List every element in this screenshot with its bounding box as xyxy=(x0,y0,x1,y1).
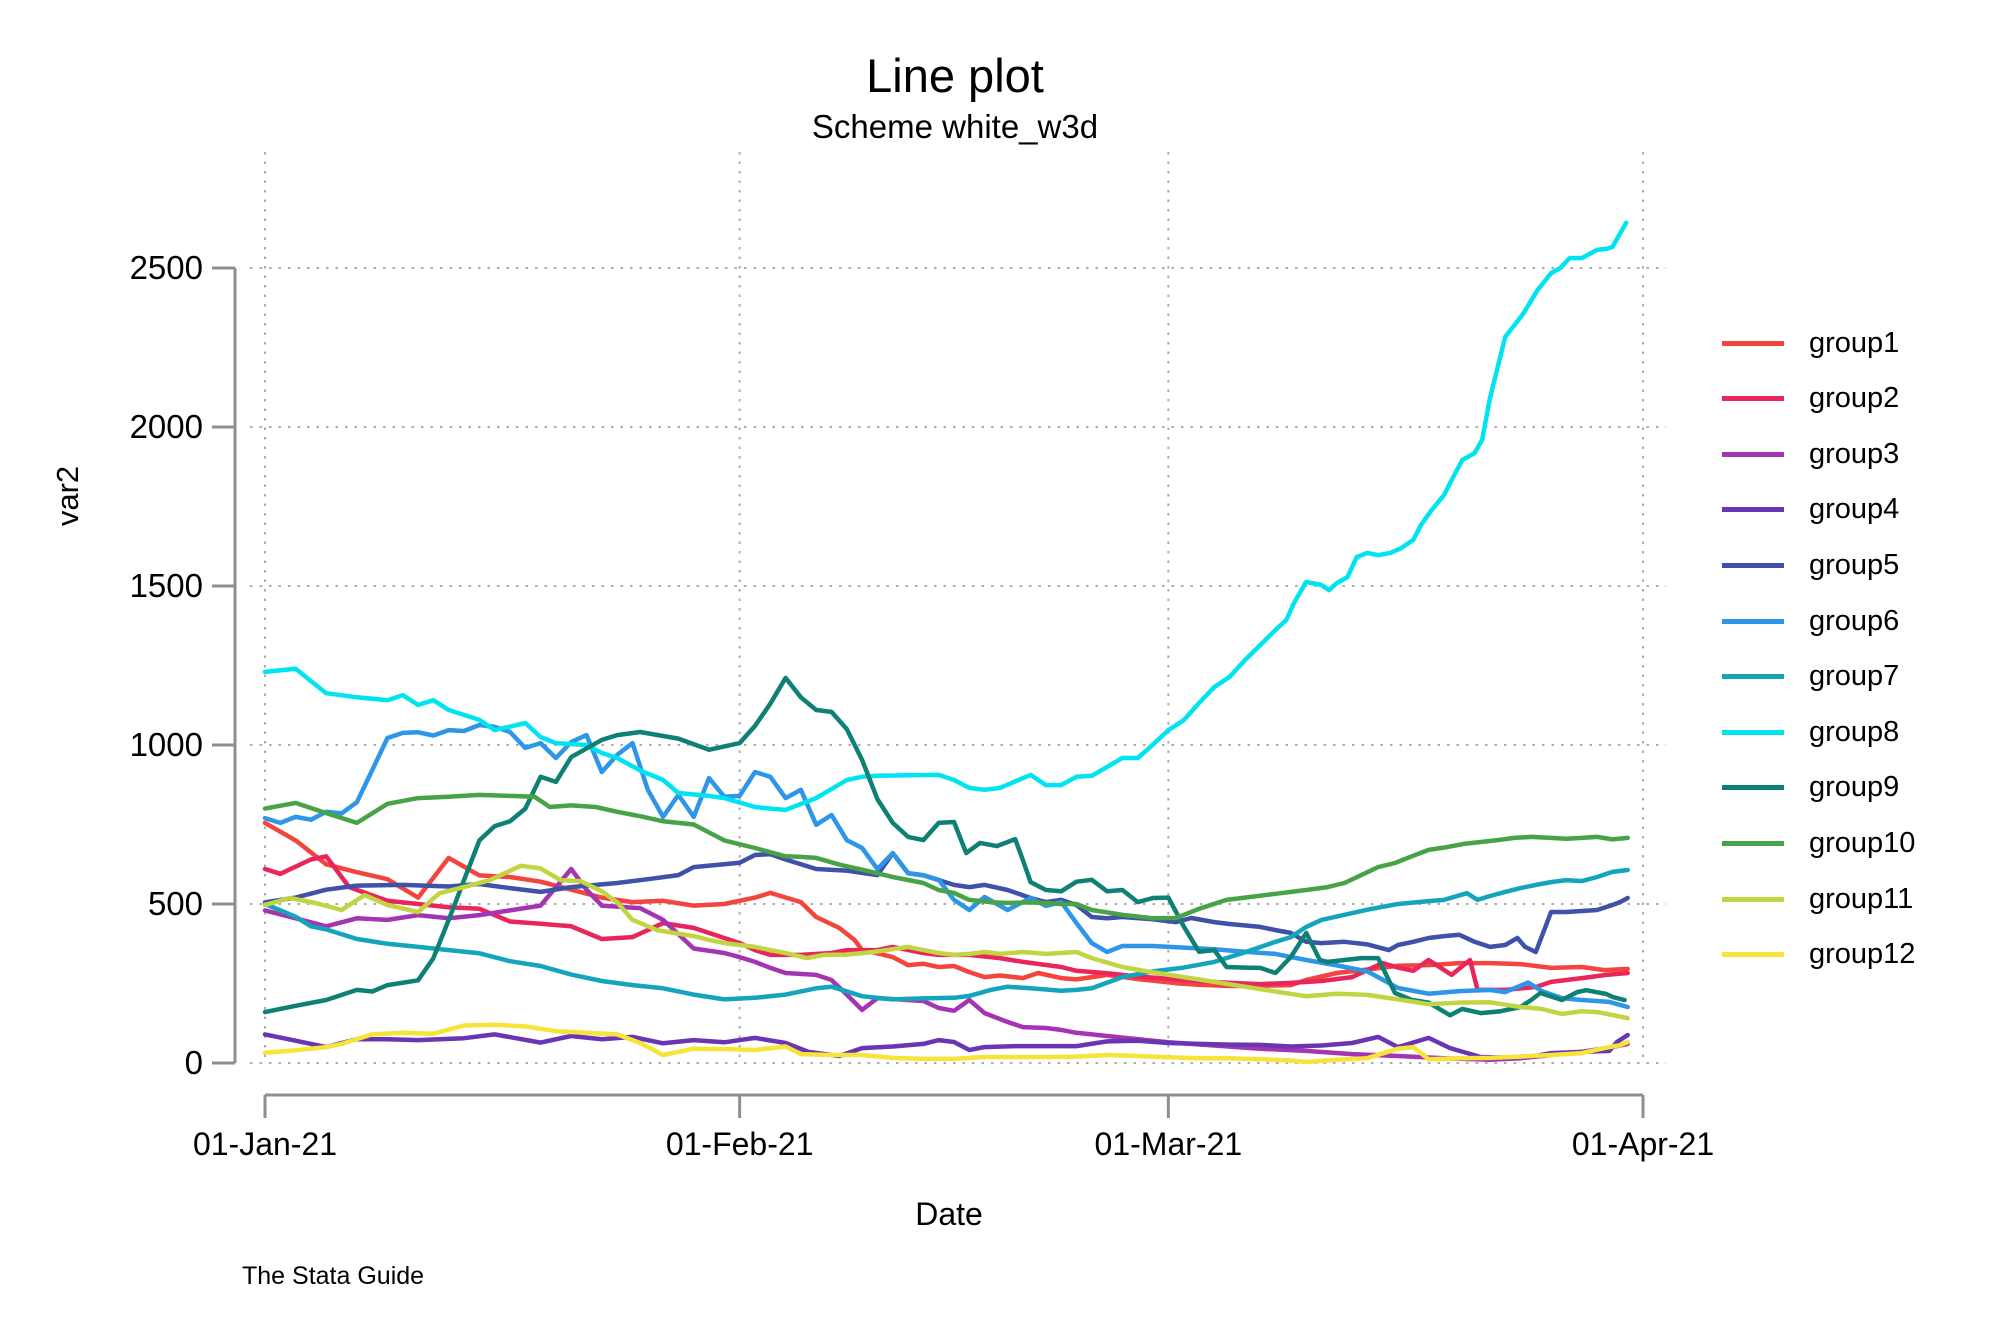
legend-swatch-group1 xyxy=(1722,340,1784,346)
watermark-credit: The Stata Guide xyxy=(242,1262,425,1290)
legend-label-group10: group10 xyxy=(1809,826,1916,859)
legend-swatch-group4 xyxy=(1722,507,1784,513)
chart-subtitle: Scheme white_w3d xyxy=(811,108,1099,145)
x-tick-label: 01-Feb-21 xyxy=(666,1126,814,1162)
legend-item-group7: group7 xyxy=(1722,660,1899,694)
legend-item-group5: group5 xyxy=(1722,548,1899,582)
y-tick-label: 0 xyxy=(185,1044,203,1081)
y-tick-label: 2000 xyxy=(130,408,203,445)
legend-item-group11: group11 xyxy=(1722,882,1913,916)
legend-label-group4: group4 xyxy=(1809,493,1900,526)
legend-item-group1: group1 xyxy=(1722,326,1899,360)
x-tick-label: 01-Mar-21 xyxy=(1095,1126,1243,1162)
series-line-group11 xyxy=(262,863,1630,1021)
y-tick-label: 1000 xyxy=(130,726,203,763)
x-tick-label: 01-Apr-21 xyxy=(1572,1126,1714,1162)
legend-swatch-group8 xyxy=(1722,729,1784,735)
legend-swatch-group9 xyxy=(1722,785,1784,791)
x-axis-title: Date xyxy=(915,1196,983,1232)
series-line-group7 xyxy=(262,867,1630,1002)
series-line-group12 xyxy=(262,1022,1630,1065)
legend-swatch-group7 xyxy=(1722,674,1784,680)
legend-swatch-group3 xyxy=(1722,451,1784,457)
y-tick-label: 500 xyxy=(148,885,203,922)
legend-swatch-group11 xyxy=(1722,896,1784,902)
legend-item-group4: group4 xyxy=(1722,493,1899,527)
chart-title: Line plot xyxy=(866,49,1044,102)
x-tick-label: 01-Jan-21 xyxy=(193,1126,337,1162)
legend-item-group2: group2 xyxy=(1722,382,1899,416)
legend-label-group8: group8 xyxy=(1809,715,1900,748)
y-axis-title: var2 xyxy=(50,465,85,527)
legend-label-group11: group11 xyxy=(1809,882,1914,915)
series-line-group5 xyxy=(262,850,1630,955)
legend-label-group3: group3 xyxy=(1809,437,1900,470)
legend-swatch-group10 xyxy=(1722,840,1784,846)
legend-item-group6: group6 xyxy=(1722,604,1899,638)
legend-label-group2: group2 xyxy=(1809,382,1900,415)
series-line-group10 xyxy=(262,792,1630,921)
legend-label-group1: group1 xyxy=(1809,326,1900,359)
legend-item-group8: group8 xyxy=(1722,715,1899,749)
legend-swatch-group12 xyxy=(1722,952,1784,958)
legend-item-group9: group9 xyxy=(1722,771,1899,805)
series-line-group2 xyxy=(262,854,1630,993)
legend-item-group3: group3 xyxy=(1722,437,1899,471)
legend-label-group6: group6 xyxy=(1809,604,1900,637)
legend-item-group12: group12 xyxy=(1722,938,1915,972)
legend-label-group7: group7 xyxy=(1809,660,1900,693)
legend-label-group9: group9 xyxy=(1809,771,1900,804)
legend-label-group5: group5 xyxy=(1809,548,1900,581)
legend-swatch-group6 xyxy=(1722,618,1784,624)
y-tick-label: 1500 xyxy=(130,567,203,604)
legend-swatch-group2 xyxy=(1722,396,1784,402)
legend-label-group12: group12 xyxy=(1809,938,1916,971)
series-line-group8 xyxy=(262,220,1629,813)
series-line-group4 xyxy=(262,1032,1630,1060)
legend-swatch-group5 xyxy=(1722,562,1784,568)
legend-item-group10: group10 xyxy=(1722,826,1915,860)
y-tick-label: 2500 xyxy=(130,249,203,286)
